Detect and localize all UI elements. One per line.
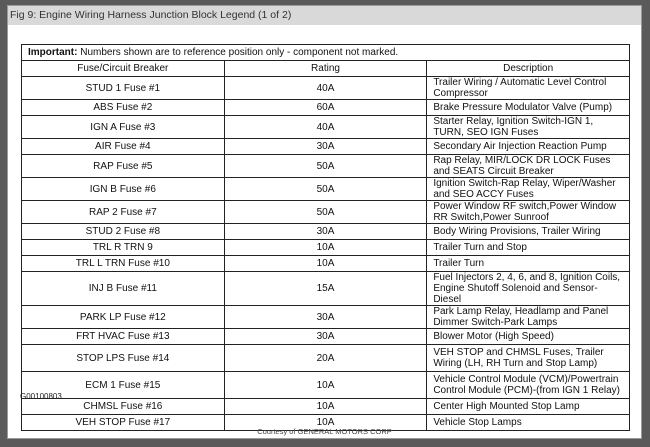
figure-title: Fig 9: Engine Wiring Harness Junction Bl…: [8, 6, 641, 25]
table-row: PARK LP Fuse #12 30A Park Lamp Relay, Head…: [21, 305, 630, 329]
rating-cell: 10A: [223, 371, 428, 399]
description-cell: Trailer Turn and Stop: [426, 239, 630, 256]
description-cell: Blower Motor (High Speed): [426, 328, 630, 345]
table-row: RAP Fuse #5 50A Rap Relay, MIR/LOCK DR LOC…: [21, 154, 630, 178]
table-row: STUD 1 Fuse #1 40A Trailer Wiring / Automa…: [21, 76, 630, 100]
description-cell: Starter Relay, Ignition Switch-IGN 1, TU…: [426, 115, 630, 139]
important-label: Important:: [28, 47, 78, 58]
description-cell: Fuel Injectors 2, 4, 6, and 8, Ignition …: [426, 271, 630, 306]
rating-cell: 10A: [223, 239, 428, 256]
rating-cell: 30A: [223, 328, 428, 345]
description-cell: Park Lamp Relay, Headlamp and Panel Dimm…: [426, 305, 630, 329]
fuse-legend-table: Important: Numbers shown are to referenc…: [21, 44, 630, 431]
rating-cell: 50A: [223, 154, 428, 178]
fuse-cell: INJ B Fuse #11: [21, 271, 225, 306]
description-cell: Trailer Wiring / Automatic Level Control…: [426, 76, 630, 100]
fuse-cell: TRL R TRN 9: [21, 239, 225, 256]
description-cell: Rap Relay, MIR/LOCK DR LOCK Fuses and SE…: [426, 154, 630, 178]
fuse-cell: RAP Fuse #5: [21, 154, 225, 178]
table-row: IGN A Fuse #3 40A Starter Relay, Ignition …: [21, 115, 630, 139]
fuse-cell: AIR Fuse #4: [21, 138, 225, 155]
table-row: TRL L TRN Fuse #10 10A Trailer Turn: [21, 255, 630, 272]
description-cell: Power Window RF switch,Power Window RR S…: [426, 200, 630, 224]
rating-cell: 30A: [223, 305, 428, 329]
fuse-cell: PARK LP Fuse #12: [21, 305, 225, 329]
fuse-cell: STUD 2 Fuse #8: [21, 223, 225, 240]
courtesy-note: Courtesy of GENERAL MOTORS CORP: [257, 427, 392, 436]
description-cell: Ignition Switch-Rap Relay, Wiper/Washer …: [426, 177, 630, 201]
rating-cell: 50A: [223, 200, 428, 224]
fuse-cell: STUD 1 Fuse #1: [21, 76, 225, 100]
fuse-cell: IGN B Fuse #6: [21, 177, 225, 201]
fuse-cell: FRT HVAC Fuse #13: [21, 328, 225, 345]
description-cell: Brake Pressure Modulator Valve (Pump): [426, 99, 630, 116]
rating-cell: 40A: [223, 115, 428, 139]
rating-cell: 10A: [223, 398, 428, 415]
rating-cell: 20A: [223, 344, 428, 372]
table-row: IGN B Fuse #6 50A Ignition Switch-Rap Rela…: [21, 177, 630, 201]
description-cell: VEH STOP and CHMSL Fuses, Trailer Wiring…: [426, 344, 630, 372]
fuse-cell: ABS Fuse #2: [21, 99, 225, 116]
fuse-cell: TRL L TRN Fuse #10: [21, 255, 225, 272]
table-row: VEH STOP Fuse #17 10A Vehicle Stop Lamps: [21, 414, 630, 431]
table-row: INJ B Fuse #11 15A Fuel Injectors 2, 4, 6,…: [21, 271, 630, 306]
rating-cell: 15A: [223, 271, 428, 306]
figure-panel: Fig 9: Engine Wiring Harness Junction Bl…: [7, 5, 642, 439]
rating-cell: 50A: [223, 177, 428, 201]
important-text: Numbers shown are to reference position …: [77, 47, 399, 58]
description-cell: Body Wiring Provisions, Trailer Wiring: [426, 223, 630, 240]
description-cell: Secondary Air Injection Reaction Pump: [426, 138, 630, 155]
rating-cell: 10A: [223, 414, 428, 431]
table-row: FRT HVAC Fuse #13 30A Blower Motor (High S…: [21, 328, 630, 345]
description-cell: Vehicle Control Module (VCM)/Powertrain …: [426, 371, 630, 399]
table-row: RAP 2 Fuse #7 50A Power Window RF switch,P…: [21, 200, 630, 224]
table-row: ABS Fuse #2 60A Brake Pressure Modulator V…: [21, 99, 630, 116]
fuse-cell: RAP 2 Fuse #7: [21, 200, 225, 224]
table-row: STOP LPS Fuse #14 20A VEH STOP and CHMSL F…: [21, 344, 630, 372]
description-cell: Vehicle Stop Lamps: [426, 414, 630, 431]
column-header-rating: Rating: [223, 60, 428, 77]
important-row: Important: Numbers shown are to referenc…: [21, 44, 630, 61]
rating-cell: 30A: [223, 138, 428, 155]
column-header-fuse: Fuse/Circuit Breaker: [21, 60, 225, 77]
header-row: Fuse/Circuit Breaker Rating Description: [21, 60, 630, 77]
column-header-description: Description: [426, 60, 630, 77]
rating-cell: 10A: [223, 255, 428, 272]
description-cell: Trailer Turn: [426, 255, 630, 272]
description-cell: Center High Mounted Stop Lamp: [426, 398, 630, 415]
rating-cell: 30A: [223, 223, 428, 240]
figure-code: G00100803: [20, 392, 62, 401]
fuse-cell: STOP LPS Fuse #14: [21, 344, 225, 372]
table-row: ECM 1 Fuse #15 10A Vehicle Control Module …: [21, 371, 630, 399]
rating-cell: 60A: [223, 99, 428, 116]
table-row: AIR Fuse #4 30A Secondary Air Injection Re…: [21, 138, 630, 155]
fuse-cell: IGN A Fuse #3: [21, 115, 225, 139]
table-row: TRL R TRN 9 10A Trailer Turn and Stop: [21, 239, 630, 256]
rating-cell: 40A: [223, 76, 428, 100]
table-row: STUD 2 Fuse #8 30A Body Wiring Provisions,…: [21, 223, 630, 240]
table-row: CHMSL Fuse #16 10A Center High Mounted Sto…: [21, 398, 630, 415]
